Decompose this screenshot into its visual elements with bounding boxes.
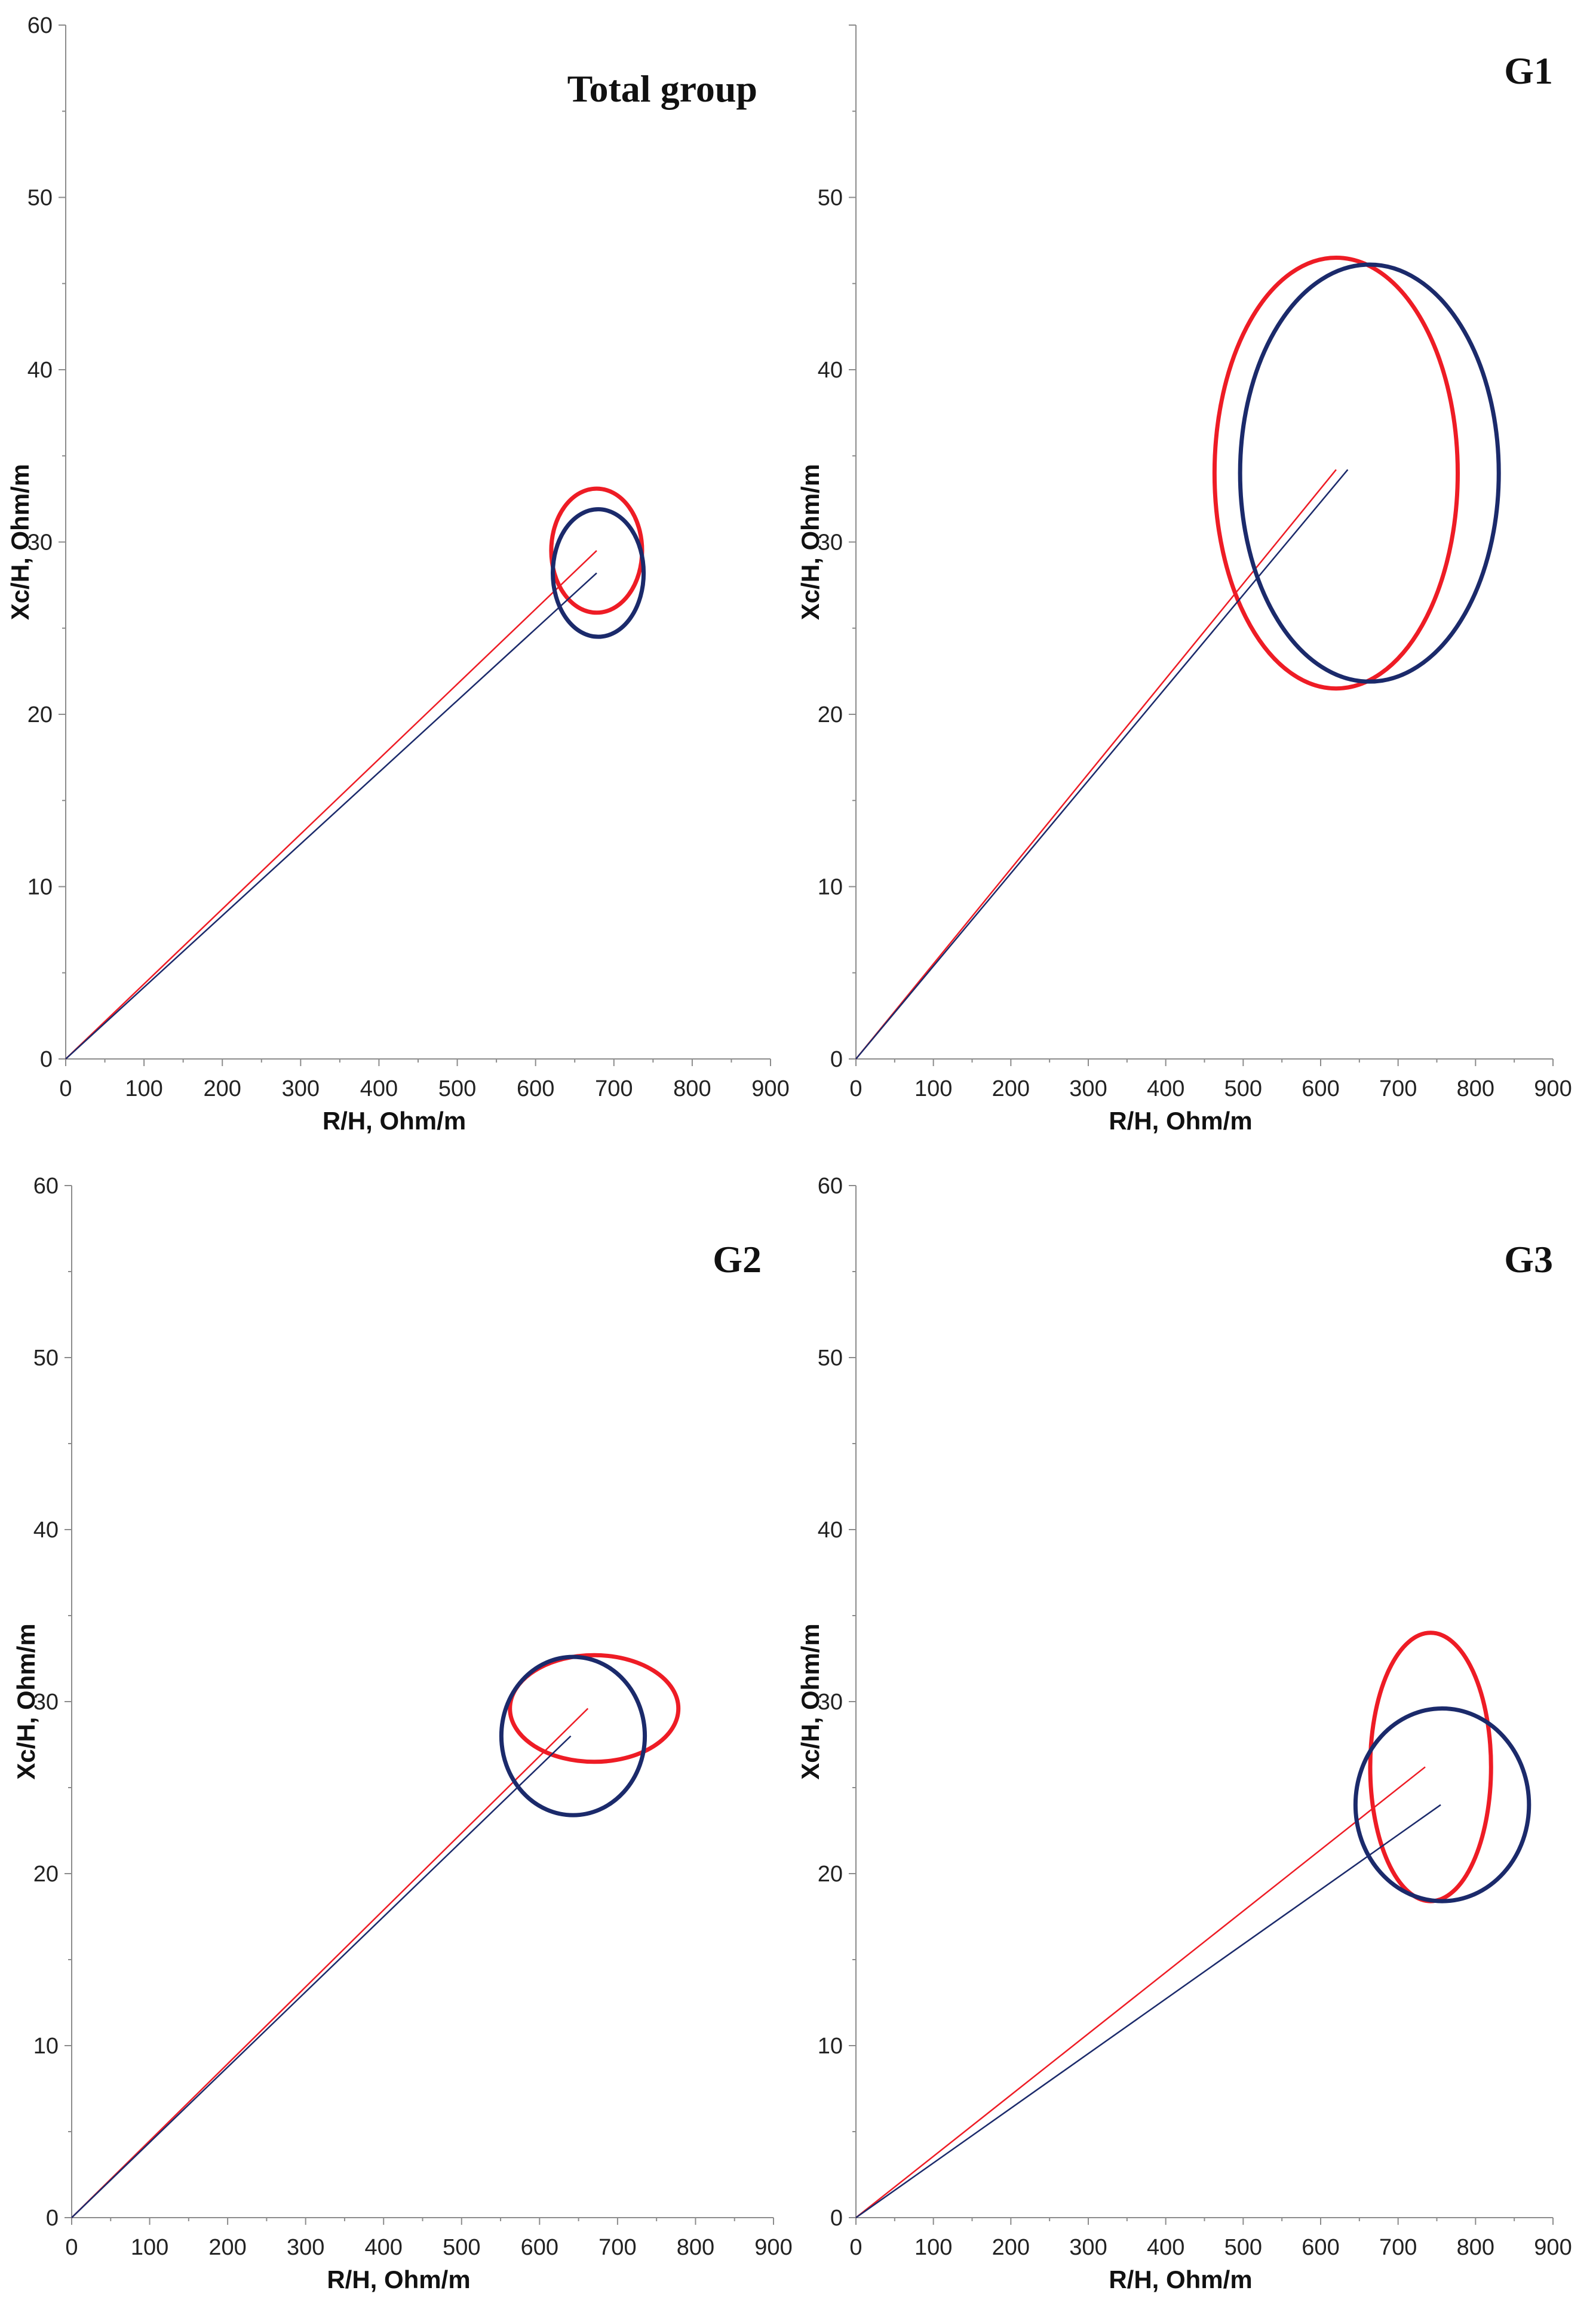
x-tick-label: 600 — [1302, 1076, 1339, 1101]
y-tick-label: 0 — [40, 1047, 53, 1072]
x-tick-label: 300 — [1069, 2235, 1107, 2260]
x-tick-label: 700 — [598, 2235, 636, 2260]
y-tick-label: 0 — [830, 1047, 843, 1072]
x-tick-label: 800 — [1457, 1076, 1494, 1101]
y-tick-label: 10 — [818, 2034, 843, 2059]
x-tick-label: 900 — [754, 2235, 792, 2260]
y-tick-label: 20 — [818, 702, 843, 727]
x-tick-label: 100 — [914, 1076, 952, 1101]
y-tick-label: 30 — [27, 530, 53, 555]
vector-line-navy — [71, 1735, 572, 2218]
ellipse-red — [1212, 255, 1460, 691]
ellipse-navy — [499, 1654, 647, 1817]
y-tick-label: 50 — [818, 186, 843, 211]
x-tick-label: 0 — [849, 1076, 862, 1101]
x-tick-label: 0 — [59, 1076, 72, 1101]
x-axis-title: R/H, Ohm/m — [327, 2265, 470, 2293]
ellipse-navy — [551, 507, 646, 639]
x-tick-label: 500 — [1224, 2235, 1262, 2260]
x-tick-label: 0 — [849, 2235, 862, 2260]
panel-title: G2 — [713, 1238, 762, 1281]
y-axis-title: Xc/H, Ohm/m — [796, 464, 824, 620]
x-tick-label: 0 — [65, 2235, 78, 2260]
vector-line-navy — [65, 572, 597, 1060]
ellipse-navy — [1238, 262, 1501, 684]
vector-line-red — [65, 550, 597, 1060]
y-tick-label: 50 — [33, 1346, 59, 1371]
x-tick-label: 900 — [1534, 2235, 1572, 2260]
x-tick-label: 400 — [1147, 1076, 1184, 1101]
y-tick-label: 10 — [27, 875, 53, 900]
y-tick-label: 0 — [46, 2206, 59, 2231]
x-tick-label: 800 — [1457, 2235, 1494, 2260]
ellipse-red — [1368, 1631, 1493, 1903]
y-tick-label: 0 — [830, 2206, 843, 2231]
y-tick-label: 10 — [33, 2034, 59, 2059]
y-tick-label: 30 — [33, 1690, 59, 1715]
vector-line-navy — [855, 1804, 1441, 2219]
y-tick-label: 20 — [27, 702, 53, 727]
y-tick-label: 60 — [818, 1174, 843, 1199]
x-tick-label: 500 — [1224, 1076, 1262, 1101]
y-tick-label: 20 — [33, 1862, 59, 1887]
x-tick-label: 200 — [204, 1076, 241, 1101]
x-tick-label: 900 — [751, 1076, 789, 1101]
x-tick-label: 400 — [360, 1076, 398, 1101]
x-tick-label: 300 — [282, 1076, 320, 1101]
y-tick-label: 10 — [818, 875, 843, 900]
ellipse-red — [508, 1653, 681, 1764]
x-tick-label: 800 — [673, 1076, 711, 1101]
vector-line-red — [855, 1766, 1426, 2218]
vector-line-red — [855, 469, 1337, 1060]
x-tick-label: 500 — [438, 1076, 476, 1101]
ellipse-navy — [1353, 1706, 1531, 1903]
y-axis-title: Xc/H, Ohm/m — [6, 464, 34, 620]
y-tick-label: 50 — [27, 186, 53, 211]
x-axis-title: R/H, Ohm/m — [323, 1107, 466, 1135]
x-tick-label: 600 — [521, 2235, 558, 2260]
y-tick-label: 40 — [33, 1518, 59, 1543]
x-tick-label: 100 — [131, 2235, 168, 2260]
x-tick-label: 200 — [992, 1076, 1030, 1101]
y-tick-label: 40 — [818, 358, 843, 383]
x-tick-label: 100 — [914, 2235, 952, 2260]
panel-title: G1 — [1504, 50, 1553, 92]
x-tick-label: 700 — [1379, 2235, 1417, 2260]
x-tick-label: 700 — [595, 1076, 633, 1101]
x-tick-label: 800 — [677, 2235, 714, 2260]
x-tick-label: 100 — [125, 1076, 162, 1101]
x-tick-label: 700 — [1379, 1076, 1417, 1101]
x-tick-label: 400 — [365, 2235, 403, 2260]
y-tick-label: 40 — [818, 1518, 843, 1543]
y-axis-title: Xc/H, Ohm/m — [796, 1623, 824, 1779]
y-tick-label: 30 — [818, 1690, 843, 1715]
x-tick-label: 600 — [517, 1076, 554, 1101]
x-tick-label: 300 — [287, 2235, 324, 2260]
x-tick-label: 300 — [1069, 1076, 1107, 1101]
x-tick-label: 400 — [1147, 2235, 1184, 2260]
x-tick-label: 600 — [1302, 2235, 1339, 2260]
x-tick-label: 900 — [1534, 1076, 1572, 1101]
x-tick-label: 200 — [208, 2235, 246, 2260]
panel-title: G3 — [1504, 1238, 1553, 1281]
y-tick-label: 50 — [818, 1346, 843, 1371]
y-tick-label: 40 — [27, 358, 53, 383]
vector-line-navy — [855, 469, 1349, 1060]
y-tick-label: 30 — [818, 530, 843, 555]
y-tick-label: 60 — [33, 1174, 59, 1199]
panel-title: Total group — [567, 67, 757, 110]
x-axis-title: R/H, Ohm/m — [1109, 2265, 1252, 2293]
y-axis-title: Xc/H, Ohm/m — [12, 1623, 40, 1779]
y-tick-label: 60 — [27, 13, 53, 38]
x-tick-label: 200 — [992, 2235, 1030, 2260]
vector-line-red — [71, 1708, 589, 2218]
x-tick-label: 500 — [443, 2235, 480, 2260]
y-tick-label: 20 — [818, 1862, 843, 1887]
x-axis-title: R/H, Ohm/m — [1109, 1107, 1252, 1135]
